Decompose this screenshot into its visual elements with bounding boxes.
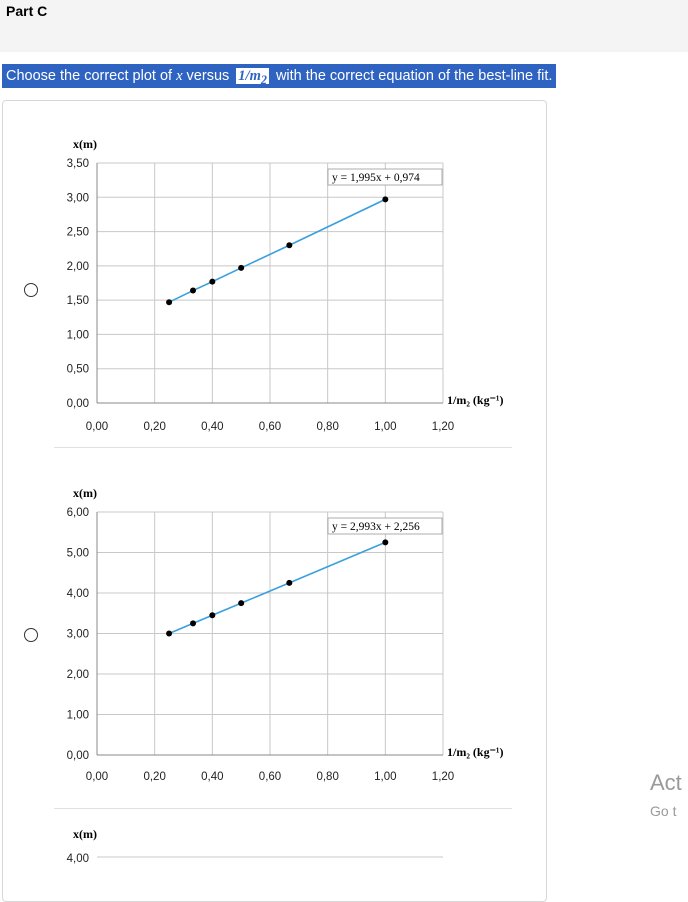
x-axis-label: 1/m₂ (kg⁻¹)	[447, 393, 504, 407]
equation-box	[327, 517, 443, 535]
x-axis-label: 1/m₂ (kg⁻¹)	[447, 745, 504, 759]
data-point	[190, 620, 197, 627]
question-middle: versus	[186, 68, 230, 84]
options-panel	[2, 100, 547, 902]
data-point	[166, 299, 173, 306]
x-tick-label: 0,00	[86, 421, 108, 433]
x-tick-label: 0,80	[316, 771, 338, 783]
question-prefix: Choose the correct plot of	[6, 68, 173, 84]
x-tick-label: 0,60	[259, 421, 281, 433]
y-axis-label: x(m)	[73, 137, 97, 151]
y-tick-label: 0,50	[67, 364, 89, 376]
y-tick-label: 3,00	[67, 629, 89, 641]
part-header: Part C	[0, 0, 688, 52]
y-tick-label: 4,00	[67, 588, 89, 600]
x-tick-label: 0,20	[143, 771, 165, 783]
option-divider	[54, 447, 512, 448]
x-tick-label: 1,20	[432, 421, 454, 433]
data-point	[286, 579, 293, 586]
question-prompt: Choose the correct plot of x versus 1/m2…	[2, 64, 557, 88]
y-tick-label: 4,00	[67, 853, 89, 865]
y-tick-label: 0,00	[67, 398, 89, 410]
data-point	[238, 264, 245, 271]
activation-watermark-subtitle: Go t	[650, 803, 677, 819]
y-axis-label: x(m)	[73, 827, 97, 841]
data-point	[238, 600, 245, 607]
data-point	[190, 287, 197, 294]
x-tick-label: 1,00	[374, 771, 396, 783]
trendline-equation: y = 2,993x + 2,256	[332, 521, 420, 533]
y-tick-label: 2,50	[67, 227, 89, 239]
data-point	[166, 630, 173, 637]
data-point	[209, 278, 216, 285]
part-title: Part C	[6, 3, 48, 19]
y-tick-label: 2,00	[67, 669, 89, 681]
y-tick-label: 1,00	[67, 329, 89, 341]
var-inv: 1/m	[238, 68, 261, 84]
x-tick-label: 0,80	[316, 421, 338, 433]
y-tick-label: 3,00	[67, 192, 89, 204]
var-sub: 2	[260, 72, 267, 87]
var-x: x	[176, 68, 183, 84]
activation-watermark-title: Act	[650, 770, 682, 795]
x-tick-label: 1,20	[432, 771, 454, 783]
data-point	[209, 612, 216, 619]
option-divider	[54, 808, 512, 809]
y-tick-label: 0,00	[67, 750, 89, 762]
y-axis-label: x(m)	[73, 486, 97, 500]
y-tick-label: 3,50	[67, 158, 89, 170]
data-point	[286, 242, 293, 249]
x-tick-label: 0,00	[86, 771, 108, 783]
best-fit-line	[168, 541, 386, 635]
x-tick-label: 0,40	[201, 771, 223, 783]
y-tick-label: 2,00	[67, 261, 89, 273]
option-a-chart: 3,50 3,00 2,50 2,00 1,50 1,00 0,50 0,00 0,00 0,20…	[67, 137, 504, 865]
data-point	[382, 196, 389, 203]
x-tick-label: 0,60	[259, 771, 281, 783]
equation-box	[327, 168, 443, 186]
option-a-radio[interactable]	[24, 283, 38, 297]
y-tick-label: 5,00	[67, 548, 89, 560]
y-tick-label: 1,50	[67, 295, 89, 307]
trendline-equation: y = 1,995x + 0,974	[332, 172, 420, 184]
option-b-radio[interactable]	[24, 628, 38, 642]
y-tick-label: 6,00	[67, 507, 89, 519]
y-tick-label: 1,00	[67, 710, 89, 722]
x-tick-label: 0,40	[201, 421, 223, 433]
best-fit-line	[168, 198, 386, 303]
x-tick-label: 0,20	[143, 421, 165, 433]
question-suffix: with the correct equation of the best-li…	[275, 68, 553, 84]
data-point	[382, 539, 389, 546]
x-tick-label: 1,00	[374, 421, 396, 433]
var-inverse-mass: 1/m2	[236, 68, 269, 87]
